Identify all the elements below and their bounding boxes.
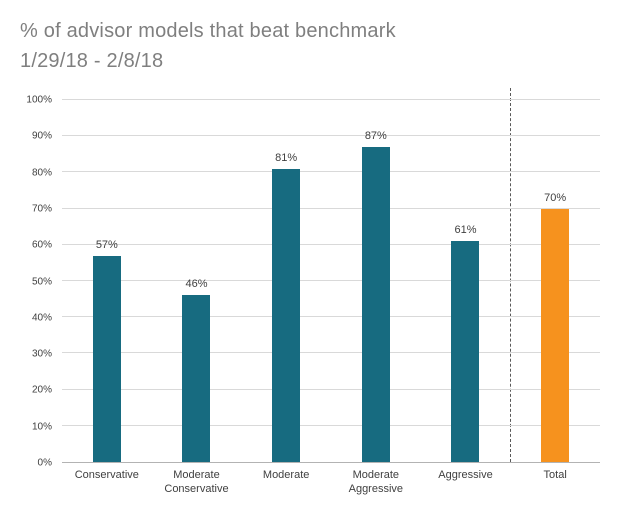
chart-title: % of advisor models that beat benchmark …	[20, 16, 396, 76]
y-axis-label: 50%	[31, 276, 52, 287]
x-axis-label: Moderate	[262, 469, 310, 481]
bar-0	[92, 255, 121, 462]
gridline	[62, 243, 600, 245]
bar-slot: 81%	[241, 100, 331, 462]
gridline	[62, 171, 600, 173]
bar-value-label: 57%	[95, 238, 118, 251]
bar-1	[182, 295, 211, 462]
bar-4	[451, 241, 480, 462]
y-axis: 0% 10% 20% 30% 40% 50% 60% 70% 80% 90% 100%	[0, 95, 56, 469]
gridline	[62, 207, 600, 209]
bar-slot: 57%	[62, 100, 152, 462]
x-axis: Conservative Moderate Conservative Moderat…	[62, 468, 600, 502]
y-axis-label: 40%	[31, 312, 52, 324]
bar-slot: 46%	[152, 100, 242, 462]
bar-value-label: 70%	[544, 191, 567, 204]
y-axis-label: 60%	[31, 239, 52, 251]
bar-value-label: 61%	[454, 224, 477, 237]
x-axis-label: Conservative	[74, 469, 139, 481]
total-separator-line	[510, 88, 512, 462]
bar-2	[272, 168, 301, 462]
x-axis-label: Moderate Aggressive	[348, 469, 404, 495]
bar-value-label: 46%	[185, 278, 208, 291]
bar-5	[541, 208, 570, 462]
y-axis-label: 30%	[31, 348, 52, 360]
chart-subtitle: 1/29/18 - 2/8/18	[20, 50, 164, 72]
x-axis-label: Aggressive	[438, 469, 493, 481]
bar-value-label: 87%	[364, 130, 387, 143]
gridline	[62, 280, 600, 281]
y-axis-label: 80%	[31, 167, 52, 179]
gridline	[62, 316, 600, 318]
x-axis-label: Moderate Conservative	[164, 469, 229, 495]
bar-3	[361, 147, 390, 462]
plot-area: 57% 46% 81% 87% 61% 70%	[62, 88, 600, 463]
bar-slot: 61%	[421, 100, 511, 462]
y-axis-label: 0%	[37, 457, 52, 469]
bar-slot: 70%	[510, 100, 600, 462]
gridline	[62, 99, 600, 100]
gridline	[62, 352, 600, 354]
y-axis-label: 20%	[31, 384, 52, 396]
gridline	[62, 424, 600, 426]
y-axis-label: 90%	[31, 130, 52, 142]
gridline	[62, 135, 600, 137]
y-axis-label: 10%	[31, 421, 52, 433]
y-axis-label: 70%	[31, 203, 52, 215]
x-axis-label: Total	[543, 469, 567, 481]
bar-slot: 87%	[331, 100, 421, 462]
gridline	[62, 388, 600, 390]
chart-title-line1: % of advisor models that beat benchmark	[20, 20, 396, 42]
bar-value-label: 81%	[275, 151, 298, 164]
y-axis-label: 100%	[26, 94, 52, 106]
